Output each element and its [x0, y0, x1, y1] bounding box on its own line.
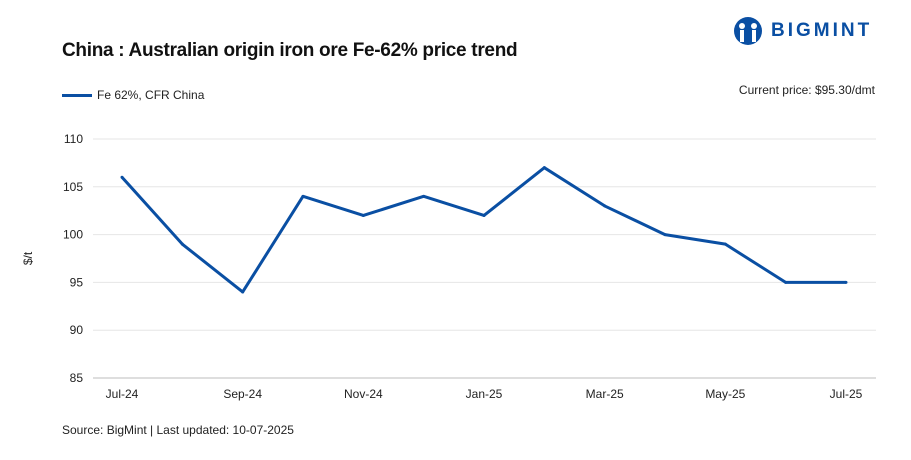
x-tick-label: Mar-25 — [586, 387, 624, 401]
x-tick-label: Jan-25 — [466, 387, 503, 401]
data-point — [723, 242, 727, 246]
x-tick-label: Sep-24 — [223, 387, 262, 401]
x-tick-label: Jul-24 — [106, 387, 139, 401]
legend-label: Fe 62%, CFR China — [97, 88, 205, 102]
data-point — [422, 194, 426, 198]
data-point — [482, 213, 486, 217]
data-point — [784, 280, 788, 284]
y-tick-label: 85 — [70, 371, 84, 385]
y-tick-label: 90 — [70, 323, 84, 337]
data-point — [301, 194, 305, 198]
chart-title: China : Australian origin iron ore Fe-62… — [62, 40, 518, 61]
x-tick-label: Jul-25 — [830, 387, 863, 401]
y-tick-label: 110 — [64, 132, 83, 146]
source-note: Source: BigMint | Last updated: 10-07-20… — [62, 423, 294, 437]
legend-swatch — [62, 93, 92, 97]
data-point — [542, 166, 546, 170]
data-point — [603, 204, 607, 208]
x-tick-label: Nov-24 — [344, 387, 383, 401]
bigmint-logo: BIGMINT — [733, 16, 872, 46]
legend: Fe 62%, CFR China — [62, 88, 204, 102]
data-point — [120, 175, 124, 179]
y-axis-label: $/t — [21, 251, 35, 265]
logo-icon — [734, 17, 762, 45]
y-tick-label: 105 — [63, 180, 83, 194]
data-point — [241, 290, 245, 294]
logo-text: BIGMINT — [771, 20, 873, 41]
data-point — [361, 213, 365, 217]
data-point — [844, 280, 848, 284]
y-tick-label: 95 — [70, 275, 84, 289]
y-tick-label: 100 — [63, 228, 83, 242]
data-point — [663, 233, 667, 237]
data-point — [180, 242, 184, 246]
current-price: Current price: $95.30/dmt — [738, 83, 875, 97]
x-tick-label: May-25 — [705, 387, 745, 401]
